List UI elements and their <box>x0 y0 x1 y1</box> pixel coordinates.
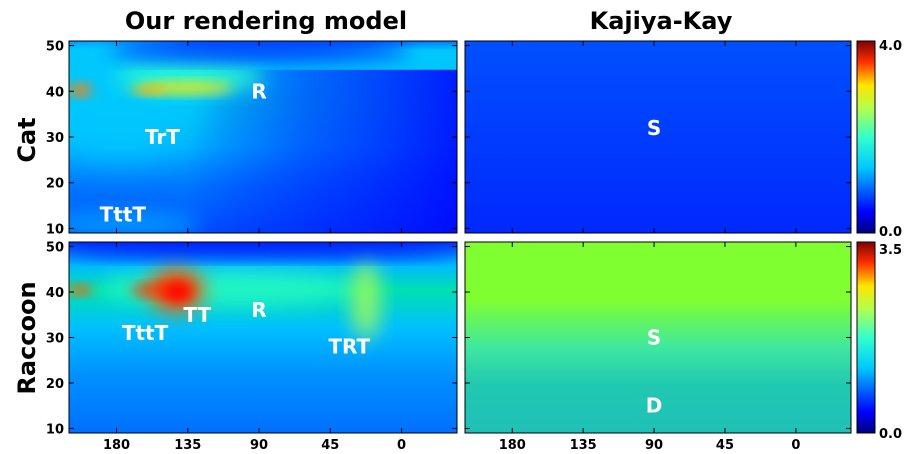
region-label: TttT <box>100 203 147 227</box>
column-title-ours: Our rendering model <box>125 7 407 35</box>
row-title-raccoon: Raccoon <box>13 281 41 394</box>
colorbar-raccoon: 3.5 0.0 <box>856 241 902 442</box>
y-tick-label: 30 <box>46 332 64 347</box>
y-tick-label: 20 <box>46 377 64 392</box>
x-tick-label: 180 <box>103 438 130 453</box>
colorbar-raccoon-min: 0.0 <box>879 427 902 442</box>
heatmap-highlight <box>130 86 166 94</box>
y-tick-label: 50 <box>46 241 64 256</box>
y-tick-label: 10 <box>46 422 64 437</box>
x-tick-label: 0 <box>397 438 406 453</box>
x-tick-label: 135 <box>570 438 597 453</box>
x-tick-label: 0 <box>791 438 800 453</box>
colorbar-cat: 4.0 0.0 <box>856 39 902 240</box>
colorbar-cat-min: 0.0 <box>879 225 902 240</box>
heatmap-background <box>465 41 851 233</box>
region-label: R <box>251 298 266 322</box>
y-tick-label: 50 <box>46 40 64 55</box>
heatmap-highlight <box>70 242 450 258</box>
heatmap-raccoon-ours: R TT TttT TRT 10 20 30 40 50 180 135 90 45 0 <box>46 241 458 453</box>
region-label: TrT <box>145 125 180 149</box>
x-tick-label: 90 <box>250 438 268 453</box>
region-label: S <box>647 116 661 140</box>
x-tick-label: 45 <box>321 438 339 453</box>
x-tick-label: 135 <box>174 438 201 453</box>
heatmap-cat-kajiya-kay: S <box>464 40 852 234</box>
region-label: R <box>251 79 266 103</box>
heatmap-highlight <box>110 41 410 60</box>
heatmap-raccoon-kajiya-kay: S D 180 135 90 45 0 <box>464 241 852 453</box>
region-label: S <box>647 326 661 350</box>
x-tick-label: 45 <box>716 438 734 453</box>
y-tick-label: 20 <box>46 177 64 192</box>
y-tick-label: 40 <box>46 85 64 100</box>
y-tick-label: 30 <box>46 131 64 146</box>
heatmap-highlight <box>69 213 200 233</box>
y-tick-label: 40 <box>46 286 64 301</box>
heatmap-highlight <box>164 282 192 302</box>
region-label: D <box>646 394 663 418</box>
region-label: TT <box>183 303 211 327</box>
row-title-cat: Cat <box>13 117 41 162</box>
y-tick-label: 10 <box>46 222 64 237</box>
region-label: TRT <box>328 335 370 359</box>
region-label: TttT <box>122 321 169 345</box>
colorbar-cat-max: 4.0 <box>879 39 902 54</box>
x-tick-label: 90 <box>645 438 663 453</box>
x-tick-label: 180 <box>499 438 526 453</box>
heatmap-highlight <box>352 260 380 340</box>
colorbar-raccoon-max: 3.5 <box>879 243 902 258</box>
heatmap-highlight <box>69 84 92 96</box>
heatmap-background <box>465 242 851 433</box>
column-title-kajiya-kay: Kajiya-Kay <box>590 7 733 35</box>
heatmap-highlight <box>69 285 92 295</box>
heatmap-cat-ours: R TrT TttT 10 20 30 40 50 <box>46 40 458 237</box>
